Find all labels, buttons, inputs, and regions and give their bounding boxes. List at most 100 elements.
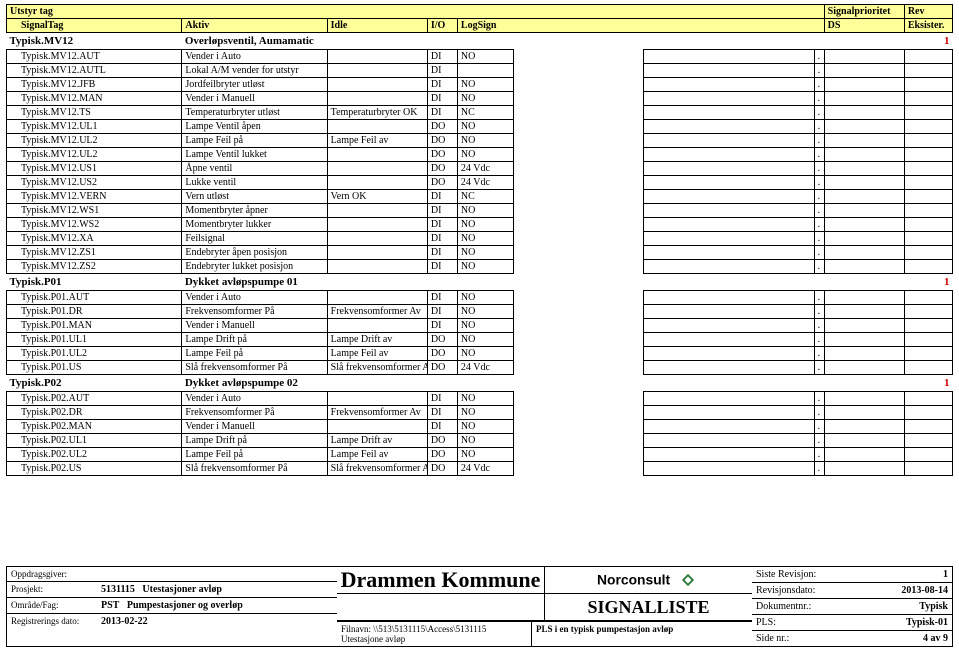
group-desc: Dykket avløpspumpe 02 (182, 375, 824, 392)
cell-rev (904, 204, 952, 218)
cell-blank (644, 291, 814, 305)
cell-dot: . (814, 50, 824, 64)
cell-dot: . (814, 260, 824, 274)
cell-idle: Lampe Feil av (327, 347, 427, 361)
signal-row: Typisk.P01.UL1Lampe Drift påLampe Drift … (7, 333, 953, 347)
cell-log: NO (457, 448, 513, 462)
cell-spacer (514, 246, 644, 260)
ftr-title: Drammen Kommune (341, 567, 541, 593)
signal-row: Typisk.P01.USSlå frekvensomformer PåSlå … (7, 361, 953, 375)
cell-log: 24 Vdc (457, 462, 513, 476)
cell-rev (904, 434, 952, 448)
cell-io: DO (427, 434, 457, 448)
cell-blank (644, 448, 814, 462)
cell-io: DI (427, 305, 457, 319)
cell-idle (327, 392, 427, 406)
cell-spacer (514, 176, 644, 190)
cell-sig (824, 148, 904, 162)
cell-tag: Typisk.MV12.US2 (7, 176, 182, 190)
cell-aktiv: Vender i Auto (182, 392, 327, 406)
cell-aktiv: Lampe Ventil lukket (182, 148, 327, 162)
signal-row: Typisk.MV12.TSTemperaturbryter utløstTem… (7, 106, 953, 120)
cell-dot: . (814, 162, 824, 176)
cell-blank (644, 204, 814, 218)
cell-sig (824, 420, 904, 434)
cell-spacer (514, 347, 644, 361)
cell-sig (824, 218, 904, 232)
cell-spacer (514, 333, 644, 347)
cell-rev (904, 120, 952, 134)
cell-log: NO (457, 319, 513, 333)
cell-sig (824, 106, 904, 120)
cell-dot: . (814, 291, 824, 305)
cell-rev (904, 347, 952, 361)
cell-dot: . (814, 232, 824, 246)
cell-aktiv: Vender i Auto (182, 291, 327, 305)
cell-dot: . (814, 347, 824, 361)
ftr-siste-rev: 1 (943, 569, 948, 580)
ftr-pls-lbl: PLS: (756, 617, 776, 628)
cell-idle (327, 148, 427, 162)
cell-aktiv: Lampe Feil på (182, 448, 327, 462)
cell-io: DI (427, 260, 457, 274)
cell-io: DI (427, 232, 457, 246)
group-desc: Overløpsventil, Aumamatic (182, 33, 824, 50)
ftr-prosjekt-nr: 5131115 (101, 584, 135, 595)
cell-blank (644, 319, 814, 333)
cell-tag: Typisk.MV12.UL2 (7, 148, 182, 162)
cell-tag: Typisk.MV12.XA (7, 232, 182, 246)
cell-idle (327, 50, 427, 64)
cell-aktiv: Vender i Manuell (182, 420, 327, 434)
norconsult-logo-icon: Norconsult (594, 567, 704, 593)
signal-row: Typisk.MV12.XAFeilsignalDINO. (7, 232, 953, 246)
cell-dot: . (814, 148, 824, 162)
signal-row: Typisk.MV12.AUTVender i AutoDINO. (7, 50, 953, 64)
cell-rev (904, 462, 952, 476)
cell-blank (644, 162, 814, 176)
ftr-signalliste: SIGNALLISTE (587, 597, 709, 618)
ftr-reg-lbl: Registrerings dato: (11, 616, 101, 627)
cell-sig (824, 305, 904, 319)
cell-tag: Typisk.MV12.US1 (7, 162, 182, 176)
cell-sig (824, 361, 904, 375)
cell-spacer (514, 190, 644, 204)
ftr-reg-dato: 2013-02-22 (101, 616, 333, 627)
cell-log: NC (457, 190, 513, 204)
cell-io: DI (427, 92, 457, 106)
signal-row: Typisk.MV12.UL2Lampe Ventil lukketDONO. (7, 148, 953, 162)
cell-tag: Typisk.MV12.AUTL (7, 64, 182, 78)
cell-aktiv: Momentbryter lukker (182, 218, 327, 232)
cell-idle (327, 120, 427, 134)
cell-tag: Typisk.MV12.ZS2 (7, 260, 182, 274)
cell-tag: Typisk.P01.MAN (7, 319, 182, 333)
cell-spacer (514, 392, 644, 406)
ftr-filnavn-lbl: Filnavn: (341, 624, 371, 634)
hdr-io: I/O (427, 19, 457, 33)
group-row: Typisk.MV12Overløpsventil, Aumamatic1 (7, 33, 953, 50)
cell-sig (824, 406, 904, 420)
cell-tag: Typisk.MV12.JFB (7, 78, 182, 92)
cell-io: DI (427, 291, 457, 305)
cell-sig (824, 176, 904, 190)
cell-aktiv: Vern utløst (182, 190, 327, 204)
cell-dot: . (814, 204, 824, 218)
cell-aktiv: Vender i Manuell (182, 319, 327, 333)
cell-log: 24 Vdc (457, 361, 513, 375)
cell-blank (644, 333, 814, 347)
cell-idle (327, 319, 427, 333)
cell-blank (644, 106, 814, 120)
group-tag: Typisk.P01 (7, 274, 182, 291)
cell-tag: Typisk.P01.AUT (7, 291, 182, 305)
signal-row: Typisk.MV12.US2Lukke ventilDO24 Vdc. (7, 176, 953, 190)
cell-dot: . (814, 106, 824, 120)
cell-rev (904, 78, 952, 92)
cell-rev (904, 361, 952, 375)
ftr-pls-txt: PLS i en typisk pumpestasjon avløp (532, 622, 752, 646)
signal-row: Typisk.P02.UL2Lampe Feil påLampe Feil av… (7, 448, 953, 462)
hdr-rev: Rev (904, 5, 952, 19)
cell-sig (824, 347, 904, 361)
cell-log: NO (457, 420, 513, 434)
cell-io: DO (427, 462, 457, 476)
cell-spacer (514, 305, 644, 319)
cell-io: DO (427, 120, 457, 134)
